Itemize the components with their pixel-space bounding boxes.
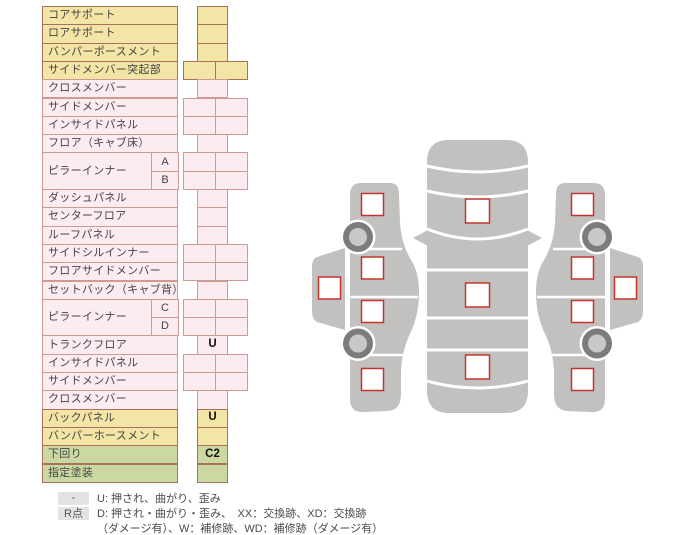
check-cell[interactable] — [183, 298, 216, 319]
part-label: サイドメンバー — [42, 372, 178, 392]
part-label: ルーフパネル — [42, 225, 178, 245]
check-cell[interactable] — [197, 463, 228, 483]
part-label: サイドメンバー突起部 — [42, 60, 178, 81]
part-label: サイドシルインナー — [42, 243, 178, 264]
check-cell[interactable] — [197, 426, 228, 447]
part-label: ロアサポート — [42, 24, 178, 44]
right-rear-wheel — [579, 326, 615, 361]
marker-right-rear-door[interactable] — [570, 299, 595, 324]
part-label: 下回り — [42, 445, 178, 465]
right-front-wheel — [579, 219, 615, 255]
check-cell[interactable] — [215, 298, 248, 319]
part-label: サイドメンバー — [42, 97, 178, 117]
check-cell[interactable] — [215, 152, 248, 172]
marker-trunk[interactable] — [464, 354, 491, 380]
check-cell[interactable] — [183, 60, 216, 81]
legend-key-dash: - — [58, 491, 89, 505]
marker-left-front-fender[interactable] — [360, 192, 385, 217]
check-cell[interactable] — [215, 97, 248, 117]
check-cell[interactable] — [197, 79, 228, 99]
check-cell[interactable] — [183, 152, 216, 172]
check-cell[interactable] — [183, 317, 216, 337]
check-cell[interactable] — [197, 134, 228, 154]
check-cell[interactable] — [215, 317, 248, 337]
legend-text-d: D: 押され・曲がり・歪み、 XX：交換跡、XD：交換跡 — [97, 508, 367, 520]
check-cell[interactable] — [183, 372, 216, 392]
car-right-side-view — [536, 183, 643, 413]
check-cell[interactable] — [197, 390, 228, 410]
check-cell[interactable] — [215, 115, 248, 136]
legend-key-rten: R点 — [58, 506, 89, 520]
car-damage-diagram — [312, 140, 643, 413]
part-label: トランクフロア — [42, 335, 178, 355]
part-label: センターフロア — [42, 207, 178, 227]
car-top-body — [427, 140, 528, 413]
part-label: ダッシュパネル — [42, 189, 178, 209]
part-label: バンパーポースメント — [42, 42, 178, 62]
marker-right-front-fender[interactable] — [570, 192, 595, 217]
marker-left-rear-quarter[interactable] — [360, 367, 385, 392]
part-label: ピラーインナー — [42, 298, 152, 337]
marker-hood[interactable] — [464, 198, 491, 224]
legend-row-u: - U: 押され、曲がり、歪み — [58, 491, 383, 505]
check-cell[interactable]: U — [197, 335, 228, 355]
part-label: フロア（キャブ床） — [42, 134, 178, 154]
check-cell[interactable]: C2 — [197, 445, 228, 465]
pillar-sub-label: C — [151, 298, 179, 319]
legend-row-rten: R点 D: 押され・曲がり・歪み、 XX：交換跡、XD：交換跡 — [58, 506, 383, 520]
check-cell[interactable] — [183, 353, 216, 373]
right-mirror-shape — [527, 230, 542, 246]
marker-left-window[interactable] — [317, 276, 342, 300]
marker-roof[interactable] — [464, 282, 491, 308]
part-label: インサイドパネル — [42, 115, 178, 136]
legend-text-u: U: 押され、曲がり、歪み — [97, 493, 221, 505]
check-cell[interactable] — [183, 115, 216, 136]
pillar-sub-label: D — [151, 317, 179, 337]
check-cell[interactable] — [197, 225, 228, 245]
pillar-sub-label: A — [151, 152, 179, 172]
part-label: バンパーホースメント — [42, 426, 178, 447]
part-label: コアサポート — [42, 6, 178, 26]
marker-right-window[interactable] — [613, 276, 638, 300]
legend-row-continuation: （ダメージ有）、W：補修跡、WD：補修跡（ダメージ有） — [58, 521, 383, 535]
left-mirror-shape — [413, 230, 428, 246]
car-left-side-view — [312, 183, 419, 413]
check-cell[interactable] — [197, 24, 228, 44]
part-label: インサイドパネル — [42, 353, 178, 373]
check-cell[interactable] — [215, 353, 248, 373]
check-cell[interactable]: U — [197, 408, 228, 428]
part-label: 指定塗装 — [42, 463, 178, 483]
check-cell[interactable] — [197, 207, 228, 227]
check-cell[interactable] — [215, 170, 248, 190]
check-cell[interactable] — [183, 97, 216, 117]
check-cell[interactable] — [215, 243, 248, 264]
part-label: バックパネル — [42, 408, 178, 428]
check-cell[interactable] — [183, 243, 216, 264]
check-cell[interactable] — [215, 372, 248, 392]
check-cell[interactable] — [197, 280, 228, 300]
part-label: クロスメンバー — [42, 79, 178, 99]
check-cell[interactable] — [183, 170, 216, 190]
part-label: フロアサイドメンバー — [42, 262, 178, 282]
check-cell[interactable] — [215, 262, 248, 282]
check-cell[interactable] — [197, 42, 228, 62]
check-cell[interactable] — [183, 262, 216, 282]
legend: - U: 押され、曲がり、歪み R点 D: 押され・曲がり・歪み、 XX：交換跡… — [58, 491, 383, 535]
marker-left-front-door[interactable] — [360, 256, 385, 280]
legend-text-continuation: （ダメージ有）、W：補修跡、WD：補修跡（ダメージ有） — [97, 523, 384, 535]
part-label: ピラーインナー — [42, 152, 152, 190]
car-top-view — [413, 140, 542, 413]
check-cell[interactable] — [197, 189, 228, 209]
left-front-wheel — [340, 219, 376, 255]
part-label: セットバック（キャブ背） — [42, 280, 178, 300]
marker-right-front-door[interactable] — [570, 256, 595, 280]
marker-right-rear-quarter[interactable] — [570, 367, 595, 392]
pillar-sub-label: B — [151, 170, 179, 190]
left-rear-wheel — [340, 326, 376, 361]
marker-left-rear-door[interactable] — [360, 299, 385, 324]
check-cell[interactable] — [197, 6, 228, 26]
check-cell[interactable] — [215, 60, 248, 81]
part-label: クロスメンバー — [42, 390, 178, 410]
